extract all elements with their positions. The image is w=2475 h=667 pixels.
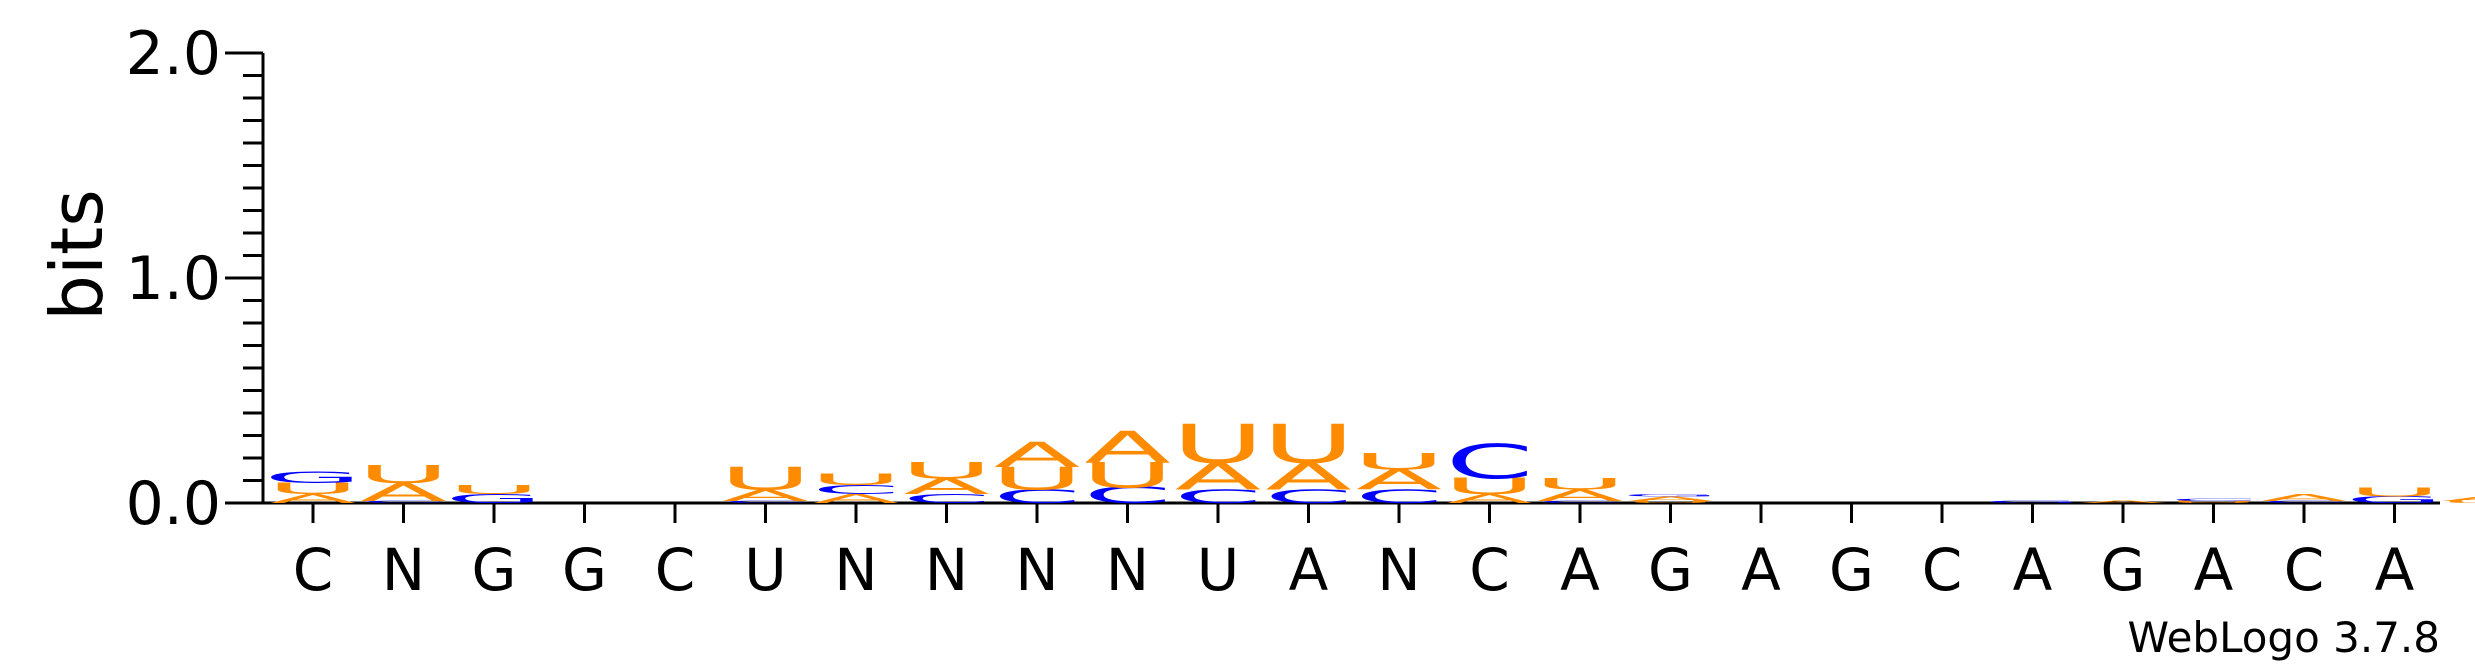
logo-letter-u: U	[2348, 485, 2441, 499]
logo-letter-u: U	[1081, 455, 1174, 495]
weblogo-credit: WebLogo 3.7.8	[2128, 613, 2441, 662]
logo-letter-c: C	[2260, 500, 2348, 504]
y-tick-label: 1.0	[126, 244, 221, 314]
x-tick-label: C	[1922, 536, 1963, 604]
logo-letter-a: A	[1084, 422, 1171, 473]
x-tick-label: G	[2101, 536, 2146, 604]
logo-letter-u: U	[1353, 449, 1446, 474]
logo-letter-c: C	[1445, 435, 1533, 490]
logo-letter-a: A	[813, 492, 900, 506]
x-tick-label: A	[2375, 536, 2415, 604]
logo-letter-c: C	[1536, 500, 1624, 504]
logo-letter-a: A	[994, 435, 1081, 475]
x-tick-label: C	[1469, 536, 1510, 604]
logo-letter-u: U	[810, 471, 903, 489]
logo-letter-a: A	[1446, 492, 1533, 506]
x-tick-label: N	[1377, 536, 1420, 604]
logo-letter-u: U	[2167, 500, 2260, 504]
logo-letter-c: C	[2169, 498, 2257, 502]
logo-letter-c: C	[1083, 483, 1171, 508]
x-tick-label: G	[1648, 536, 1693, 604]
x-tick-label: A	[1560, 536, 1600, 604]
logo-letter-g: G	[264, 468, 362, 486]
x-tick-label: U	[1197, 536, 1239, 604]
logo-letter-u: U	[448, 483, 541, 497]
logo-letter-a: A	[2442, 495, 2475, 502]
logo-letter-c: C	[993, 486, 1081, 508]
logo-letter-a: A	[1627, 495, 1714, 502]
x-tick-label: A	[1289, 536, 1329, 604]
logo-letter-c: C	[1355, 486, 1443, 508]
logo-letter-a: A	[1356, 463, 1443, 496]
y-axis-title: bits	[35, 189, 119, 320]
logo-letter-c: C	[721, 500, 809, 504]
logo-letter-u: U	[719, 460, 812, 497]
logo-letter-u: U	[1172, 413, 1265, 475]
logo-letter-c: C	[359, 500, 447, 504]
logo-letter-c: C	[812, 483, 900, 497]
logo-letter-g: G	[2345, 494, 2443, 505]
y-tick-label: 0.0	[126, 469, 221, 539]
logo-letter-u: U	[357, 459, 450, 488]
x-tick-label: C	[293, 536, 334, 604]
x-tick-label: C	[2284, 536, 2325, 604]
x-tick-label: C	[655, 536, 696, 604]
logo-letter-a: A	[1537, 486, 1624, 504]
x-tick-label: G	[472, 536, 517, 604]
logo-letter-c: C	[1174, 486, 1262, 508]
x-tick-label: N	[925, 536, 968, 604]
logo-letter-g: G	[1621, 493, 1719, 497]
logo-letter-g: G	[445, 492, 543, 506]
plot-area: 0.01.02.0C N G G C U N N N N U A N C A G A G C A G A C AAUGCAUG…	[126, 19, 2475, 604]
x-tick-label: U	[744, 536, 786, 604]
logo-letter-u: U	[1262, 413, 1355, 475]
logo-letter-a: A	[2261, 492, 2348, 503]
logo-letter-g: G	[1983, 500, 2081, 504]
y-tick-label: 2.0	[126, 19, 221, 89]
logo-letter-u: U	[1534, 475, 1627, 493]
x-tick-label: A	[1741, 536, 1781, 604]
x-tick-label: N	[1106, 536, 1149, 604]
logo-letter-a: A	[1265, 455, 1352, 499]
logo-letter-c: C	[902, 492, 990, 506]
logo-letter-u: U	[2439, 500, 2475, 504]
logo-letter-u: U	[1624, 500, 1717, 504]
logo-letter-c: C	[1264, 486, 1352, 508]
x-tick-label: G	[1829, 536, 1874, 604]
logo-letter-u: U	[991, 460, 1084, 497]
logo-letter-a: A	[722, 486, 809, 504]
x-tick-label: N	[834, 536, 877, 604]
x-tick-label: N	[1015, 536, 1058, 604]
logo-letter-a: A	[360, 477, 447, 506]
logo-letter-a: A	[903, 474, 990, 499]
x-tick-label: A	[2194, 536, 2234, 604]
logo-letter-a: A	[2080, 500, 2167, 504]
logo-letter-u: U	[900, 458, 993, 483]
x-tick-label: N	[382, 536, 425, 604]
x-tick-label: G	[562, 536, 607, 604]
logo-letter-a: A	[270, 492, 357, 506]
logo-letter-a: A	[1175, 455, 1262, 499]
x-tick-label: A	[2013, 536, 2053, 604]
logo-letter-u: U	[267, 480, 360, 498]
logo-letter-u: U	[1443, 474, 1536, 499]
